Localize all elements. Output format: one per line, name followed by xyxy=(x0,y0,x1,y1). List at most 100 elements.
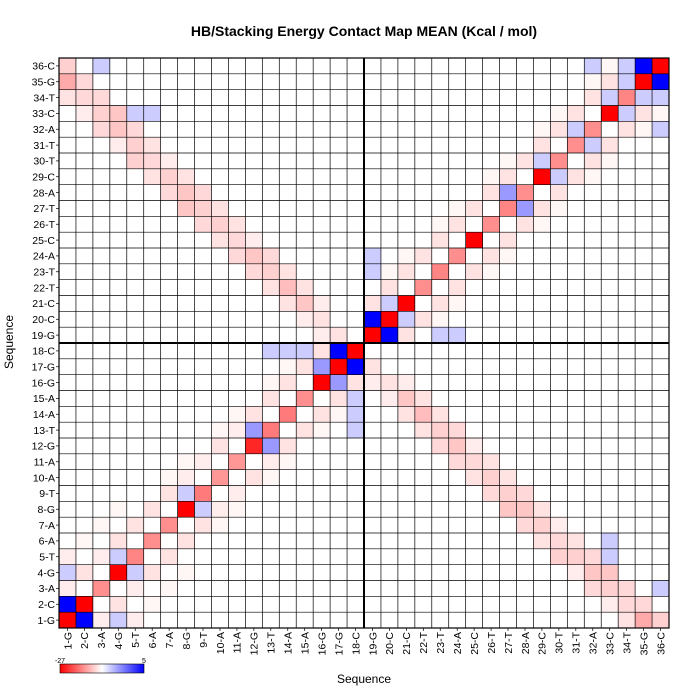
y-tick-label: 3-A xyxy=(39,583,55,595)
x-tick-label: 18-C xyxy=(350,632,362,655)
heatmap-cell xyxy=(550,200,568,217)
heatmap-cell xyxy=(482,248,500,264)
heatmap-cell xyxy=(601,89,619,106)
heatmap-cell xyxy=(364,327,381,343)
x-tick-label: 14-A xyxy=(283,632,295,654)
heatmap-cell xyxy=(380,279,398,296)
heatmap-cell xyxy=(92,548,110,565)
y-tick-label: 2-C xyxy=(38,599,55,611)
heatmap-cell xyxy=(584,580,602,597)
heatmap-cell xyxy=(92,121,110,138)
heatmap-cell xyxy=(245,422,263,438)
heatmap-cell xyxy=(448,327,466,343)
heatmap-cell xyxy=(59,612,76,628)
heatmap-cell xyxy=(211,200,229,217)
heatmap-cell xyxy=(397,390,415,407)
heatmap-cell xyxy=(194,517,212,533)
heatmap-cell xyxy=(533,200,551,217)
heatmap-cell xyxy=(499,168,517,185)
heatmap-cell xyxy=(75,89,93,106)
heatmap-cell xyxy=(245,406,263,423)
heatmap-cell xyxy=(550,533,568,549)
y-tick-label: 30-T xyxy=(33,156,55,168)
heatmap-cell xyxy=(533,533,551,549)
heatmap-cell xyxy=(516,200,534,217)
heatmap-cell xyxy=(296,358,314,375)
heatmap-cell xyxy=(347,374,364,391)
heatmap-cell xyxy=(635,596,653,613)
heatmap-cell xyxy=(296,279,314,296)
heatmap-cell xyxy=(618,596,636,613)
heatmap-cell xyxy=(499,469,517,486)
heatmap-cell xyxy=(143,596,161,613)
y-tick-label: 16-G xyxy=(32,377,55,389)
heatmap-cell xyxy=(75,596,93,613)
heatmap-cell xyxy=(482,469,500,486)
heatmap-cell xyxy=(431,232,449,248)
heatmap-cell xyxy=(126,580,144,597)
heatmap-cell xyxy=(75,564,93,581)
heatmap-cell xyxy=(160,469,178,486)
x-tick-label: 24-A xyxy=(452,632,464,654)
heatmap-cell xyxy=(482,485,500,502)
heatmap-cell xyxy=(414,279,432,296)
heatmap-cell xyxy=(397,406,415,423)
heatmap-cell xyxy=(567,121,585,138)
heatmap-cell xyxy=(126,548,144,565)
heatmap-cell xyxy=(567,105,585,122)
heatmap-cell xyxy=(584,137,602,153)
heatmap-cell xyxy=(126,105,144,122)
heatmap-cell xyxy=(296,295,314,312)
heatmap-cell xyxy=(584,121,602,138)
heatmap-cell xyxy=(431,295,449,312)
heatmap-cell xyxy=(330,374,348,391)
heatmap-cell xyxy=(618,612,636,628)
heatmap-cell xyxy=(245,469,263,486)
heatmap-cell xyxy=(380,295,398,312)
heatmap-cell xyxy=(618,89,636,106)
heatmap-cell xyxy=(364,311,381,328)
heatmap-cell xyxy=(465,469,483,486)
heatmap-cell xyxy=(109,105,127,122)
x-tick-label: 28-A xyxy=(520,632,532,654)
heatmap-cell xyxy=(126,517,144,533)
x-tick-label: 15-A xyxy=(299,632,311,654)
heatmap-cell xyxy=(75,612,93,628)
heatmap-cell xyxy=(92,517,110,533)
heatmap-cell xyxy=(431,327,449,343)
heatmap-cell xyxy=(618,121,636,138)
heatmap-cell xyxy=(635,612,653,628)
heatmap-cell xyxy=(160,153,178,169)
heatmap-cell xyxy=(313,358,331,375)
y-tick-label: 1-G xyxy=(37,615,55,627)
y-tick-label: 13-T xyxy=(33,425,55,437)
x-tick-label: 10-A xyxy=(215,632,227,654)
y-tick-label: 11-A xyxy=(34,457,55,469)
x-tick-label: 7-A xyxy=(164,632,176,648)
heatmap-cell xyxy=(194,485,212,502)
heatmap-cell xyxy=(262,248,280,264)
heatmap-cell xyxy=(279,263,297,280)
heatmap-cell xyxy=(109,564,127,581)
heatmap-cell xyxy=(364,374,381,391)
heatmap-cell xyxy=(92,580,110,597)
heatmap-cell xyxy=(313,311,331,328)
heatmap-cell xyxy=(584,58,602,74)
heatmap-cell xyxy=(516,501,534,518)
heatmap-cell xyxy=(126,121,144,138)
x-tick-label: 27-T xyxy=(503,631,515,653)
heatmap-cell xyxy=(516,153,534,169)
heatmap-cell xyxy=(177,564,195,581)
heatmap-cell xyxy=(313,295,331,312)
x-tick-label: 4-G xyxy=(113,632,125,650)
heatmap-cell xyxy=(160,517,178,533)
heatmap-cell xyxy=(414,311,432,328)
heatmap-cell xyxy=(59,596,76,613)
heatmap-cell xyxy=(262,469,280,486)
heatmap-cell xyxy=(465,263,483,280)
heatmap-cell xyxy=(448,295,466,312)
heatmap-cell xyxy=(499,485,517,502)
heatmap-cell xyxy=(279,279,297,296)
heatmap-cell xyxy=(431,263,449,280)
heatmap-cell xyxy=(397,327,415,343)
